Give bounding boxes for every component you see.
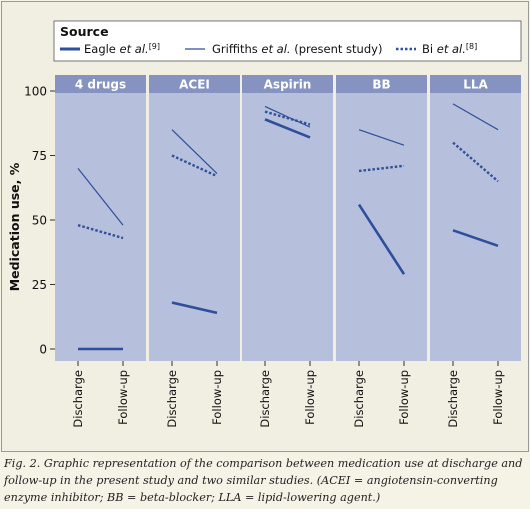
legend-box xyxy=(53,20,522,62)
x-tick-label: Discharge xyxy=(446,370,460,428)
x-tick-label: Discharge xyxy=(352,370,366,428)
panel-strip xyxy=(430,75,521,93)
panel-strip xyxy=(55,75,146,93)
y-tick-label: 100 xyxy=(24,85,47,99)
legend-entry-label: Eagle et al.[9] xyxy=(84,42,160,56)
panel-strip-label: 4 drugs xyxy=(75,78,126,92)
panel-strip xyxy=(242,75,333,93)
series-line-griffiths xyxy=(452,103,499,131)
series-line-eagle xyxy=(357,203,406,275)
x-tick-label: Discharge xyxy=(71,370,85,428)
caption-text: Fig. 2. Graphic representation of the co… xyxy=(4,457,523,504)
panel-strip-label: Aspirin xyxy=(264,78,312,92)
series-line-bi xyxy=(452,141,499,183)
x-tick-label: Follow-up xyxy=(397,370,411,425)
y-tick-label: 50 xyxy=(32,214,47,228)
medication-chart: Source Eagle et al.[9] Griffiths et al. (p… xyxy=(7,20,522,428)
series-line-bi xyxy=(358,164,405,173)
panel-strip-label: ACEI xyxy=(179,78,210,92)
x-tick-label: Follow-up xyxy=(116,370,130,425)
y-tick-label: 25 xyxy=(32,278,47,292)
x-tick-label: Follow-up xyxy=(210,370,224,425)
panel-background xyxy=(430,93,521,361)
panel-background xyxy=(242,93,333,361)
y-axis-title: Medication use, % xyxy=(7,162,22,291)
figure-caption: Fig. 2. Graphic representation of the co… xyxy=(4,455,526,506)
x-tick-label: Follow-up xyxy=(303,370,317,425)
x-tick-label: Follow-up xyxy=(491,370,505,425)
panel-strip xyxy=(336,75,427,93)
panel-strip xyxy=(149,75,240,93)
legend-title: Source xyxy=(60,24,109,39)
panel-strip-label: LLA xyxy=(463,78,488,92)
series-line-eagle xyxy=(452,229,499,248)
panel-background xyxy=(336,93,427,361)
x-tick-label: Discharge xyxy=(165,370,179,428)
series-line-bi xyxy=(77,224,124,240)
series-line-eagle xyxy=(264,118,311,139)
series-line-bi xyxy=(171,154,218,178)
panel-background xyxy=(55,93,146,361)
panel-background xyxy=(149,93,240,361)
x-tick-label: Discharge xyxy=(258,370,272,428)
series-line-griffiths xyxy=(264,105,311,128)
series-line-griffiths xyxy=(358,129,405,146)
panel-strip-label: BB xyxy=(372,78,390,92)
series-line-bi xyxy=(264,110,311,126)
legend-entry-label: Bi et al.[8] xyxy=(422,42,477,56)
plot-area: Source Eagle et al.[9] Griffiths et al. (p… xyxy=(1,1,529,452)
series-line-eagle xyxy=(171,301,218,315)
y-tick-label: 75 xyxy=(32,149,47,163)
legend-entry-label: Griffiths et al. (present study) xyxy=(212,42,382,56)
y-tick-label: 0 xyxy=(39,343,47,357)
series-line-griffiths xyxy=(77,168,124,226)
series-line-griffiths xyxy=(171,129,218,174)
